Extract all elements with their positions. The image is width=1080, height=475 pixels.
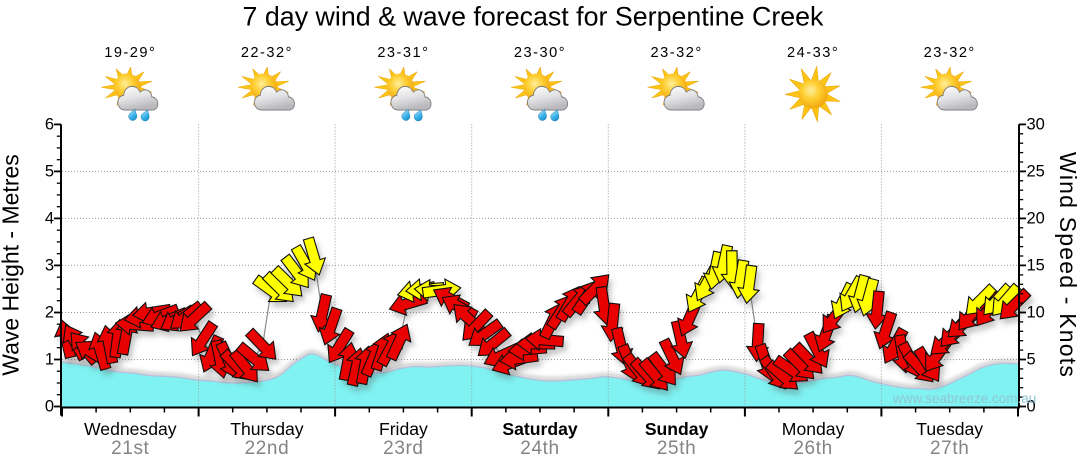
svg-text:24th: 24th [520, 438, 559, 459]
svg-text:Friday: Friday [379, 419, 428, 439]
svg-text:22-32°: 22-32° [241, 45, 293, 61]
svg-text:Wednesday: Wednesday [84, 419, 177, 439]
svg-text:Saturday: Saturday [502, 419, 578, 439]
svg-text:23-31°: 23-31° [377, 45, 429, 61]
svg-text:27th: 27th [930, 438, 969, 459]
svg-text:Thursday: Thursday [230, 419, 304, 439]
svg-text:Wave Height - Metres: Wave Height - Metres [0, 154, 24, 376]
svg-text:25th: 25th [657, 438, 696, 459]
svg-text:21st: 21st [111, 438, 149, 459]
svg-text:20: 20 [1027, 209, 1045, 227]
svg-text:26th: 26th [793, 438, 832, 459]
svg-text:4: 4 [45, 209, 54, 227]
svg-text:3: 3 [45, 256, 54, 274]
svg-text:24-33°: 24-33° [787, 45, 839, 61]
svg-text:Sunday: Sunday [645, 419, 709, 439]
svg-text:0: 0 [45, 398, 54, 416]
svg-text:25: 25 [1027, 162, 1045, 180]
svg-text:5: 5 [45, 162, 54, 180]
svg-text:23rd: 23rd [383, 438, 423, 459]
svg-text:7 day wind & wave forecast for: 7 day wind & wave forecast for Serpentin… [243, 1, 824, 31]
svg-text:Monday: Monday [782, 419, 845, 439]
svg-text:2: 2 [45, 304, 54, 322]
svg-text:10: 10 [1027, 304, 1045, 322]
svg-text:www.seabreeze.com.au: www.seabreeze.com.au [892, 391, 1036, 406]
svg-text:5: 5 [1027, 351, 1036, 369]
svg-text:Tuesday: Tuesday [916, 419, 983, 439]
svg-text:23-32°: 23-32° [924, 45, 976, 61]
svg-text:23-30°: 23-30° [514, 45, 566, 61]
svg-text:19-29°: 19-29° [104, 45, 156, 61]
svg-text:23-32°: 23-32° [651, 45, 703, 61]
svg-text:6: 6 [45, 115, 54, 133]
svg-text:30: 30 [1027, 115, 1045, 133]
svg-text:1: 1 [45, 351, 54, 369]
svg-text:15: 15 [1027, 256, 1045, 274]
svg-text:22nd: 22nd [245, 438, 290, 459]
svg-text:0: 0 [1027, 398, 1036, 416]
svg-text:Wind Speed - Knots: Wind Speed - Knots [1055, 152, 1080, 378]
